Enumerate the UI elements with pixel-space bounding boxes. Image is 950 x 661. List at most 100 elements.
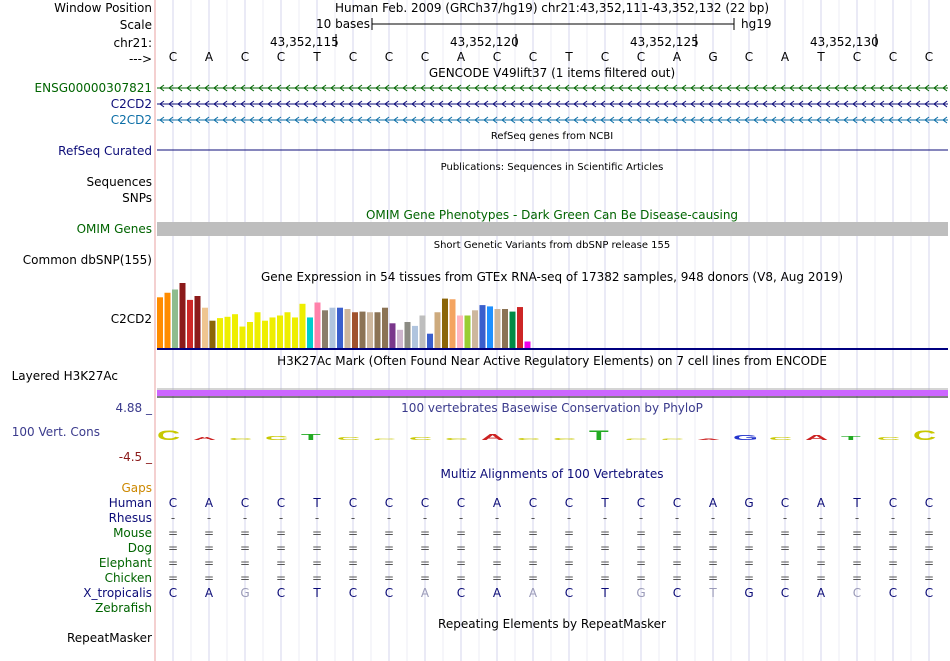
alignment-base: = <box>851 571 863 585</box>
strand-arrow <box>267 84 273 92</box>
multiz-species-label[interactable]: X_tropicalis <box>83 586 152 600</box>
strand-arrow <box>654 84 660 92</box>
strand-arrow <box>231 116 237 124</box>
base-letter: C <box>168 50 178 64</box>
strand-arrow <box>429 84 435 92</box>
omim-feature-bar[interactable] <box>157 222 948 236</box>
strand-arrow <box>933 100 939 108</box>
alignment-base: C <box>636 496 646 510</box>
alignment-base: - <box>566 511 572 525</box>
strand-arrow <box>420 84 426 92</box>
dbsnp-label[interactable]: Common dbSNP(155) <box>22 253 152 267</box>
publications-snps-label[interactable]: SNPs <box>122 191 152 205</box>
alignment-base: A <box>816 586 826 600</box>
phylop-label[interactable]: 100 Vert. Cons <box>11 425 100 439</box>
gtex-label[interactable]: C2CD2 <box>110 312 152 326</box>
strand-arrow <box>213 84 219 92</box>
gtex-bar <box>502 309 508 348</box>
strand-arrow <box>753 116 759 124</box>
base-letter: T <box>313 50 321 64</box>
alignment-base: = <box>203 541 215 555</box>
strand-arrow <box>546 116 552 124</box>
alignment-base: = <box>599 541 611 555</box>
strand-arrow <box>888 100 894 108</box>
strand-arrow <box>717 84 723 92</box>
alignment-base: = <box>743 541 755 555</box>
publications-sequences-label[interactable]: Sequences <box>86 175 152 189</box>
alignment-base: = <box>275 571 287 585</box>
strand-arrow <box>348 116 354 124</box>
gencode-item-label[interactable]: C2CD2 <box>110 113 152 127</box>
alignment-base: C <box>168 586 178 600</box>
strand-arrow <box>267 116 273 124</box>
strand-arrow <box>618 116 624 124</box>
strand-arrow <box>159 100 165 108</box>
gencode-item-label[interactable]: ENSG00000307821 <box>34 81 152 95</box>
strand-arrow <box>915 100 921 108</box>
strand-arrow <box>834 84 840 92</box>
strand-arrow <box>465 116 471 124</box>
strand-arrow <box>582 100 588 108</box>
gtex-bar <box>164 292 171 348</box>
alignment-base: = <box>887 571 899 585</box>
omim-label[interactable]: OMIM Genes <box>76 222 152 236</box>
strand-arrow <box>258 100 264 108</box>
strand-arrow <box>465 100 471 108</box>
multiz-species-label[interactable]: Chicken <box>104 571 152 585</box>
strand-arrow <box>933 84 939 92</box>
multiz-species-label[interactable]: Zebrafish <box>95 601 152 615</box>
alignment-base: = <box>815 556 827 570</box>
gtex-bar <box>209 320 216 348</box>
gtex-bar <box>202 307 208 348</box>
alignment-base: = <box>383 556 395 570</box>
strand-arrow <box>294 116 300 124</box>
strand-arrow <box>843 116 849 124</box>
alignment-base: A <box>204 496 214 510</box>
gtex-bar <box>472 310 478 348</box>
alignment-base: = <box>779 526 791 540</box>
multiz-species-label[interactable]: Mouse <box>113 526 152 540</box>
multiz-species-label[interactable]: Rhesus <box>108 511 152 525</box>
phylop-letter: C <box>877 436 900 441</box>
strand-arrow <box>213 100 219 108</box>
strand-arrow <box>303 84 309 92</box>
alignment-base: C <box>240 496 250 510</box>
alignment-base: G <box>636 586 646 600</box>
strand-arrow <box>537 100 543 108</box>
alignment-base: = <box>239 556 251 570</box>
phylop-letter: C <box>913 428 936 443</box>
strand-arrow <box>879 100 885 108</box>
strand-arrow <box>582 84 588 92</box>
multiz-species-label[interactable]: Dog <box>127 541 152 555</box>
alignment-base: = <box>743 571 755 585</box>
publications-title: Publications: Sequences in Scientific Ar… <box>440 162 664 173</box>
multiz-species-label[interactable]: Elephant <box>98 556 152 570</box>
strand-arrow <box>357 116 363 124</box>
strand-arrow <box>375 116 381 124</box>
strand-arrow <box>753 100 759 108</box>
h3k27ac-label[interactable]: Layered H3K27Ac <box>11 369 118 383</box>
gtex-bar <box>359 311 366 348</box>
strand-arrow <box>357 84 363 92</box>
gtex-bar <box>487 306 493 348</box>
multiz-species-label[interactable]: Human <box>108 496 152 510</box>
alignment-base: A <box>816 496 826 510</box>
strand-arrow <box>204 84 210 92</box>
strand-arrow <box>438 100 444 108</box>
tick-label: 43,352,125 <box>630 35 699 49</box>
strand-arrow <box>825 100 831 108</box>
alignment-base: T <box>853 496 861 510</box>
alignment-base: = <box>635 556 647 570</box>
refseq-label[interactable]: RefSeq Curated <box>58 144 152 158</box>
repeatmasker-label[interactable]: RepeatMasker <box>66 631 152 645</box>
strand-arrow <box>636 100 642 108</box>
alignment-base: = <box>203 556 215 570</box>
scale-text: 10 bases <box>316 17 370 31</box>
gtex-bar <box>307 317 313 348</box>
gencode-item-label[interactable]: C2CD2 <box>110 97 152 111</box>
strand-arrow <box>402 84 408 92</box>
strand-arrow <box>321 100 327 108</box>
strand-arrow <box>573 116 579 124</box>
alignment-base: A <box>204 586 214 600</box>
alignment-base: G <box>240 586 250 600</box>
